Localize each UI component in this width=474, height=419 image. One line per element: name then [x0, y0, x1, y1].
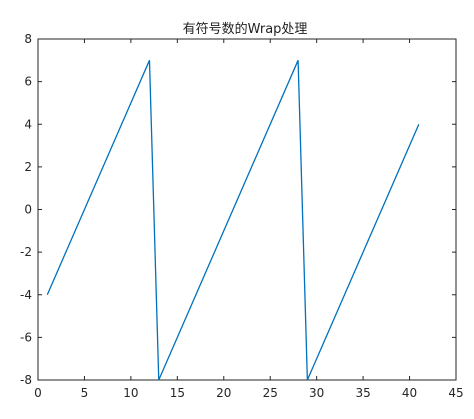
y-tick-label: -2 — [20, 245, 32, 259]
x-tick-label: 45 — [448, 386, 463, 400]
x-tick-label: 5 — [81, 386, 89, 400]
x-axis: 0 5 10 15 20 25 30 35 40 45 — [34, 39, 464, 400]
x-tick-label: 30 — [309, 386, 324, 400]
y-tick-label: 2 — [24, 160, 32, 174]
x-tick-label: 35 — [355, 386, 370, 400]
x-tick-label: 20 — [216, 386, 231, 400]
y-axis: -8 -6 -4 -2 0 2 4 6 8 — [20, 32, 456, 387]
plot-frame — [37, 38, 457, 381]
x-tick-label: 15 — [170, 386, 185, 400]
chart-title: 有符号数的Wrap处理 — [183, 21, 308, 37]
series-layer — [46, 60, 420, 381]
y-tick-label: 6 — [24, 75, 32, 89]
y-tick-label: 4 — [24, 117, 32, 131]
series-line-0 — [46, 60, 420, 381]
y-tick-label: 0 — [24, 203, 32, 217]
y-tick-label: 8 — [24, 32, 32, 46]
x-tick-label: 10 — [123, 386, 138, 400]
x-tick-label: 40 — [402, 386, 417, 400]
y-tick-label: -6 — [20, 330, 32, 344]
x-tick-label: 0 — [34, 386, 42, 400]
y-tick-label: -8 — [20, 373, 32, 387]
x-tick-label: 25 — [263, 386, 278, 400]
y-tick-label: -4 — [20, 288, 32, 302]
